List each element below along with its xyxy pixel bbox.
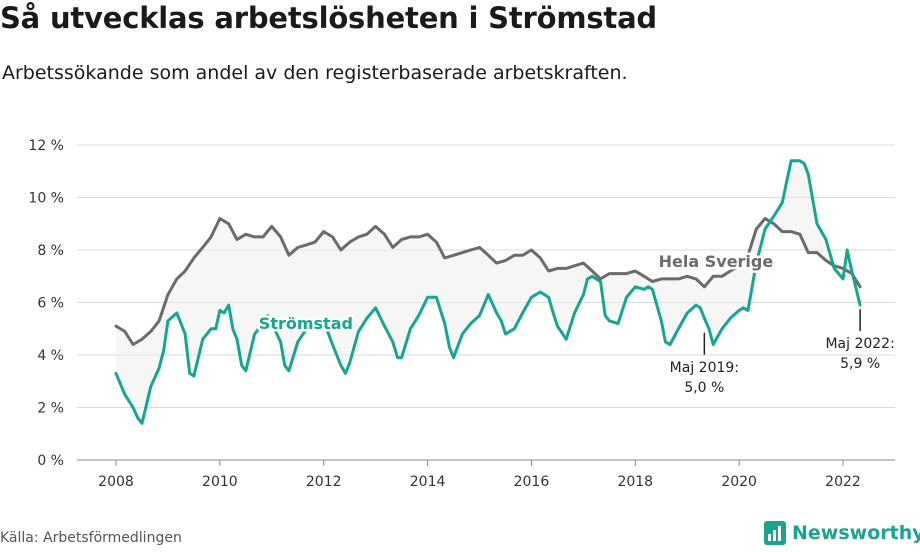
y-tick-label: 0 % <box>37 453 64 469</box>
y-tick-label: 12 % <box>28 138 64 154</box>
y-tick-label: 2 % <box>37 401 64 417</box>
sverige-line <box>114 217 862 346</box>
series-labels: Hela Sverige Strömstad <box>256 250 776 336</box>
x-axis: 2008 2010 2012 2014 2016 2018 2020 2022 <box>98 460 861 490</box>
y-axis-labels: 0 % 2 % 4 % 6 % 8 % 10 % 12 % <box>28 138 64 469</box>
source-text: Källa: Arbetsförmedlingen <box>0 530 182 546</box>
y-tick-label: 10 % <box>28 191 64 207</box>
line-chart: 0 % 2 % 4 % 6 % 8 % 10 % 12 % 2008 2010 2012 2014… <box>28 138 895 490</box>
x-tick-label: 2008 <box>98 474 134 490</box>
annotation-text: 5,9 % <box>840 356 880 372</box>
x-tick-label: 2012 <box>306 474 342 490</box>
y-tick-label: 6 % <box>37 296 64 312</box>
x-tick-label: 2016 <box>514 474 550 490</box>
annotation-text: 5,0 % <box>684 380 724 396</box>
page-subtitle: Arbetssökande som andel av den registerb… <box>2 62 628 84</box>
x-tick-label: 2020 <box>721 474 757 490</box>
y-tick-label: 8 % <box>37 243 64 259</box>
x-tick-label: 2010 <box>202 474 238 490</box>
x-tick-label: 2014 <box>410 474 446 490</box>
x-tick-label: 2022 <box>825 474 861 490</box>
brand-name: Newsworthy <box>792 522 920 544</box>
annotation-text: Maj 2019: <box>670 360 739 376</box>
brand-logo: Newsworthy <box>764 518 920 548</box>
x-tick-label: 2018 <box>617 474 653 490</box>
gap-fill-area <box>116 160 861 424</box>
stromstad-line <box>114 159 862 425</box>
page-title: Så utvecklas arbetslösheten i Strömstad <box>0 1 657 35</box>
newsworthy-logo-icon <box>764 521 786 545</box>
y-tick-label: 4 % <box>37 348 64 364</box>
annotation-text: Maj 2022: <box>825 336 894 352</box>
series-lines <box>114 159 862 425</box>
stromstad-label: Strömstad <box>259 314 353 333</box>
annotations: Maj 2019: 5,0 % Maj 2022: 5,9 % <box>670 309 895 396</box>
sverige-label: Hela Sverige <box>659 252 774 271</box>
